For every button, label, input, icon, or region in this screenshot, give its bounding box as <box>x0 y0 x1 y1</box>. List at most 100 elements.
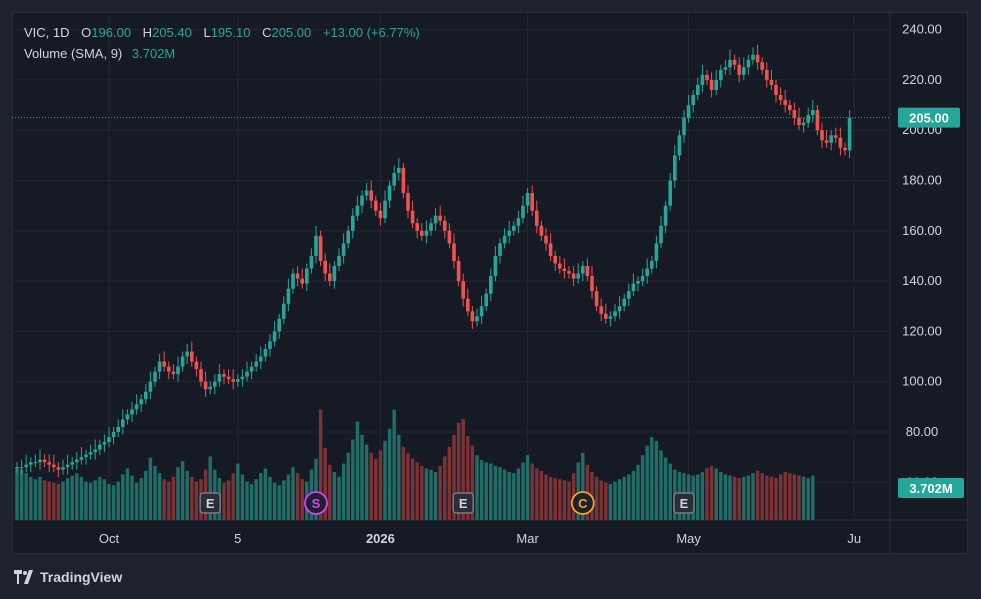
price-chart[interactable]: 240.00220.00200.00180.00160.00140.00120.… <box>12 12 968 554</box>
candle-body <box>374 200 378 211</box>
candle-body <box>521 205 525 219</box>
volume-bar <box>475 455 479 520</box>
event-marker-e[interactable]: E <box>199 492 221 514</box>
volume-bar <box>489 463 493 520</box>
candle-body <box>525 193 530 206</box>
event-marker-e[interactable]: E <box>452 492 474 514</box>
volume-bar <box>640 455 645 520</box>
volume-bar <box>171 476 176 520</box>
volume-bar <box>392 409 396 520</box>
price-tick-label: 180.00 <box>902 172 942 187</box>
candle-body <box>153 371 157 382</box>
volume-bar <box>52 482 56 520</box>
volume-bar <box>742 476 746 520</box>
candle-body <box>636 281 640 284</box>
volume-bar <box>29 476 33 520</box>
candle-body <box>346 230 350 244</box>
volume-bar <box>56 484 61 520</box>
volume-bar <box>788 473 792 520</box>
volume-bar <box>622 476 626 520</box>
volume-bar <box>719 472 723 520</box>
volume-bar <box>443 456 447 520</box>
volume-bar <box>226 480 231 520</box>
candle-body <box>185 351 189 357</box>
volume-bar <box>236 463 240 520</box>
candle-body <box>470 311 475 322</box>
candle-body <box>415 223 419 231</box>
volume-bar <box>222 482 226 520</box>
candle-body <box>180 356 185 367</box>
candle-body <box>512 225 516 231</box>
volume-bar <box>700 472 705 520</box>
candle-body <box>249 366 254 372</box>
candle-body <box>75 459 79 463</box>
change-value: +13.00 (+6.77%) <box>322 25 420 40</box>
candle-body <box>668 180 672 206</box>
candle-body <box>792 110 797 118</box>
volume-bar <box>341 463 346 520</box>
volume-bar <box>351 439 355 520</box>
candle-body <box>562 268 567 272</box>
symbol-label: VIC <box>24 25 46 40</box>
volume-bar <box>604 482 608 520</box>
volume-bar <box>42 480 47 520</box>
volume-bar <box>75 473 79 520</box>
volume-bar <box>259 473 263 520</box>
volume-bar <box>599 480 603 520</box>
event-marker-s[interactable]: S <box>304 491 328 515</box>
event-marker-e[interactable]: E <box>673 492 695 514</box>
volume-bar <box>318 409 323 520</box>
candle-body <box>576 273 580 279</box>
volume-bar <box>337 476 341 520</box>
open-value: 196.00 <box>91 25 132 40</box>
last-price-badge <box>898 107 960 128</box>
candle-body <box>742 67 746 75</box>
volume-bar <box>208 456 212 520</box>
candle-body <box>272 331 277 342</box>
time-tick-label: Ju <box>847 531 861 546</box>
candle-body <box>314 235 318 256</box>
candle-body <box>571 273 576 279</box>
volume-bar <box>466 436 470 520</box>
volume-bar <box>806 478 810 520</box>
candle-body <box>640 276 645 282</box>
volume-bar <box>323 448 327 520</box>
volume-bar <box>194 481 199 520</box>
volume-bar <box>811 475 815 520</box>
volume-bar <box>328 464 332 520</box>
candle-body <box>70 462 74 465</box>
volume-bar <box>484 462 488 520</box>
volume-bar <box>539 470 544 520</box>
volume-bar <box>231 473 235 520</box>
candle-body <box>291 273 295 289</box>
event-label: E <box>459 496 468 511</box>
volume-bar <box>608 484 613 520</box>
volume-bar <box>424 468 429 520</box>
volume-bar <box>654 440 659 520</box>
candle-body <box>581 266 585 274</box>
volume-bar <box>470 445 475 520</box>
volume-bar <box>755 470 760 520</box>
candle-body <box>788 105 792 111</box>
volume-bar <box>144 470 148 520</box>
volume-bar <box>291 467 295 520</box>
volume-bar <box>410 458 415 520</box>
volume-bar <box>774 478 778 520</box>
volume-bar <box>525 455 530 520</box>
volume-bar <box>705 468 709 520</box>
candle-body <box>778 94 783 101</box>
candle-body <box>696 84 700 95</box>
volume-bar <box>452 434 456 520</box>
tradingview-logo[interactable]: TradingView <box>14 569 122 585</box>
candle-body <box>677 135 682 156</box>
last-volume-label: 3.702M <box>909 481 952 496</box>
volume-bar <box>627 474 631 520</box>
candle-body <box>838 137 843 148</box>
event-marker-c[interactable]: C <box>570 491 595 515</box>
candle-body <box>516 218 521 226</box>
candle-body <box>383 200 387 219</box>
volume-bar <box>709 466 714 520</box>
volume-bar <box>401 446 406 520</box>
candle-body <box>429 223 433 231</box>
volume-bar <box>374 458 378 520</box>
